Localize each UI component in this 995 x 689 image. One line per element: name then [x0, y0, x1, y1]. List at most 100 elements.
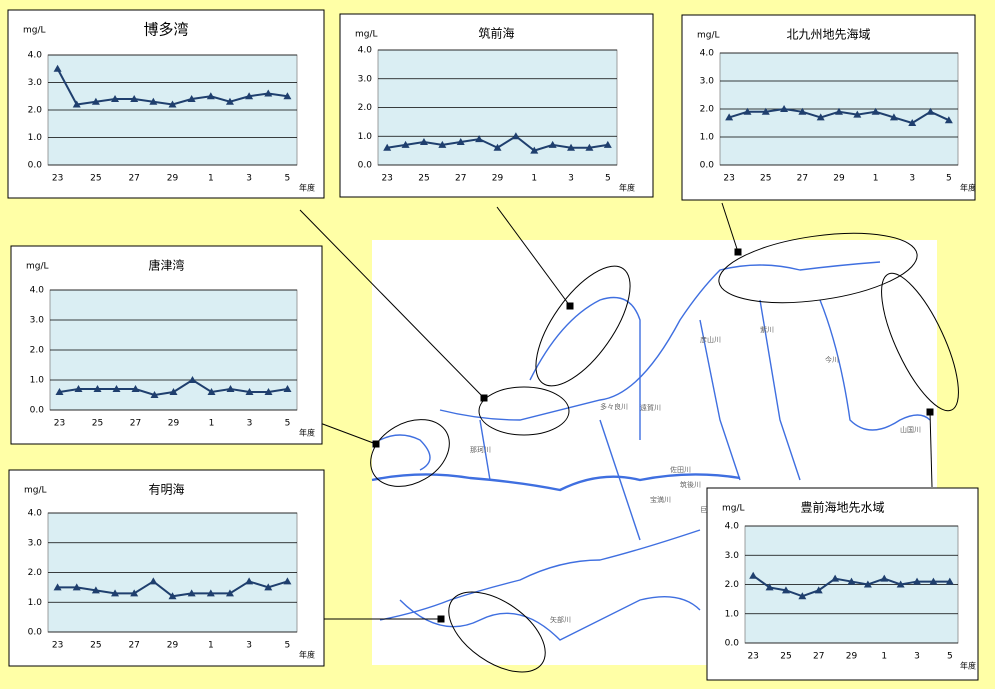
data-point: [798, 107, 807, 115]
data-point: [169, 388, 178, 395]
callout-line: [299, 209, 485, 399]
x-tick-label: 3: [246, 641, 252, 651]
y-tick-label: 1.0: [700, 133, 715, 143]
callout-ellipse: [478, 386, 570, 436]
x-tick-label: 5: [946, 174, 952, 184]
y-tick-label: 3.0: [358, 74, 373, 84]
data-point: [206, 92, 215, 100]
x-tick-label: 1: [208, 641, 214, 651]
y-tick-label: 1.0: [30, 376, 45, 386]
data-point: [530, 146, 539, 154]
river-yabe: [379, 529, 701, 621]
data-point: [225, 589, 234, 597]
river-naka: [479, 419, 491, 481]
data-point: [945, 577, 954, 585]
chart: 博多湾 mg/L 年度 0.0 1.0 2.0 3.0 4.0 23 25 27 29 1 3 5: [7, 9, 325, 199]
chart-title: 有明海: [148, 482, 184, 497]
y-tick-label: 1.0: [725, 609, 740, 619]
y-axis-label: mg/L: [722, 504, 745, 514]
data-point: [853, 110, 862, 118]
river-homan: [599, 419, 641, 541]
data-point: [913, 577, 922, 585]
x-axis-label: 年度: [619, 183, 635, 193]
x-tick-label: 5: [285, 419, 291, 429]
callout-line: [721, 202, 739, 253]
data-point: [831, 574, 840, 582]
y-tick-label: 1.0: [28, 133, 43, 143]
data-point: [111, 589, 120, 597]
callout-line: [311, 419, 377, 445]
data-point: [130, 589, 139, 597]
x-tick-label: 29: [492, 174, 504, 184]
x-tick-label: 29: [167, 174, 179, 184]
callout-point: [926, 408, 934, 416]
x-tick-label: 5: [947, 652, 953, 662]
y-tick-label: 4.0: [28, 509, 43, 519]
x-tick-label: 25: [90, 641, 101, 651]
data-point: [91, 97, 100, 105]
chart: 北九州地先海域 mg/L 年度 0.0 1.0 2.0 3.0 4.0 23 25 27 29 1 3 5: [681, 14, 976, 201]
callout-line: [496, 206, 571, 307]
data-point: [226, 385, 235, 392]
data-point: [835, 107, 843, 115]
data-point: [55, 388, 64, 395]
x-tick-label: 5: [285, 174, 291, 184]
y-axis-label: mg/L: [355, 30, 378, 40]
y-tick-label: 1.0: [28, 598, 43, 608]
data-point: [548, 140, 557, 148]
data-point: [283, 577, 292, 585]
data-point: [743, 107, 752, 115]
data-point: [438, 140, 447, 148]
x-tick-label: 3: [914, 652, 920, 662]
x-tick-label: 29: [833, 174, 845, 184]
x-tick-label: 3: [246, 174, 252, 184]
data-point: [131, 385, 140, 392]
river-chikugo: [371, 473, 741, 492]
data-point: [245, 92, 254, 100]
map-label: 彦山川: [700, 335, 721, 344]
y-tick-label: 2.0: [725, 580, 740, 590]
x-axis-label: 年度: [960, 183, 976, 193]
callout-point: [734, 248, 742, 256]
x-tick-label: 5: [285, 641, 291, 651]
data-point: [168, 100, 177, 108]
map-label: 宝満川: [650, 495, 671, 504]
y-tick-label: 4.0: [700, 49, 715, 59]
x-tick-label: 1: [881, 652, 887, 662]
x-tick-label: 25: [92, 419, 103, 429]
callout-ellipse: [448, 591, 546, 673]
chart-title: 筑前海: [478, 26, 514, 41]
map-label: 矢部川: [550, 615, 571, 624]
data-point: [53, 64, 62, 72]
x-tick-label: 3: [909, 174, 915, 184]
x-tick-label: 1: [209, 419, 215, 429]
x-tick-label: 1: [873, 174, 879, 184]
x-tick-label: 1: [208, 174, 214, 184]
data-point: [245, 577, 254, 585]
data-point: [475, 135, 484, 143]
x-tick-label: 27: [813, 652, 824, 662]
y-tick-label: 0.0: [30, 406, 45, 416]
callout-ellipse: [535, 265, 631, 387]
callout-ellipse: [881, 272, 959, 412]
map-label: 山国川: [900, 425, 921, 434]
x-tick-label: 27: [128, 174, 139, 184]
y-tick-label: 2.0: [30, 346, 45, 356]
y-axis-label: mg/L: [23, 26, 46, 36]
data-point: [91, 586, 100, 594]
x-axis-label: 年度: [299, 428, 315, 438]
chart: 有明海 mg/L 年度 0.0 1.0 2.0 3.0 4.0 23 25 27 29 1 3 5: [8, 469, 325, 667]
data-point: [111, 95, 120, 102]
chart-title: 豊前海地先水域: [800, 500, 884, 515]
y-tick-label: 4.0: [30, 286, 45, 296]
data-point: [264, 583, 273, 591]
data-point: [863, 580, 872, 588]
data-point: [72, 583, 81, 591]
x-tick-label: 25: [760, 174, 771, 184]
callout-ellipse: [370, 419, 450, 487]
data-point: [603, 140, 612, 148]
x-tick-label: 23: [52, 174, 63, 184]
coast-east: [819, 299, 931, 431]
x-tick-label: 23: [381, 174, 392, 184]
y-tick-label: 0.0: [725, 639, 740, 649]
